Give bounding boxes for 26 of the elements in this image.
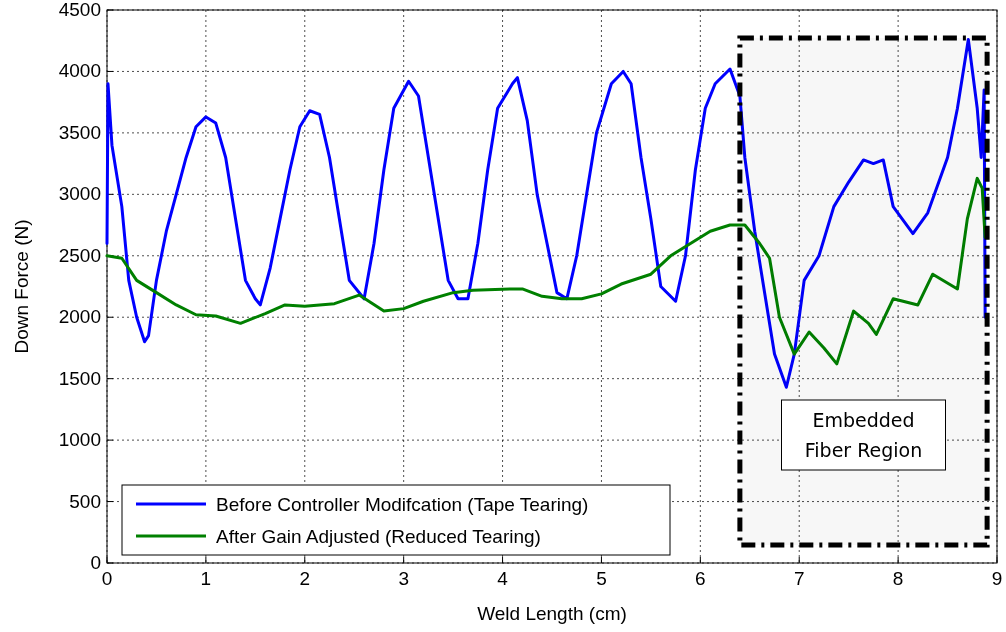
y-tick-label: 0 (90, 552, 101, 573)
y-tick-label: 1500 (58, 367, 101, 389)
y-tick-label: 2500 (58, 244, 101, 266)
x-tick-label: 7 (793, 568, 805, 589)
x-tick-label: 4 (497, 568, 509, 589)
y-axis-title: Down Force (N) (11, 219, 32, 354)
y-tick-label: 4500 (58, 0, 101, 20)
legend-label: After Gain Adjusted (Reduced Tearing) (216, 526, 541, 547)
y-tick-label: 3000 (58, 183, 101, 205)
x-tick-label: 2 (299, 568, 311, 589)
y-tick-label: 500 (69, 490, 101, 512)
x-tick-label: 9 (991, 568, 1003, 589)
x-tick-label: 8 (892, 568, 904, 589)
x-axis-title: Weld Length (cm) (477, 603, 627, 624)
y-tick-label: 1000 (58, 429, 101, 451)
legend-label: Before Controller Modifcation (Tape Tearing) (216, 494, 589, 515)
line-series (105, 176, 987, 366)
x-tick-label: 1 (200, 568, 212, 589)
x-tick-label: 6 (695, 568, 706, 589)
y-tick-label: 2000 (58, 306, 101, 328)
x-tick-label: 5 (596, 568, 607, 589)
x-tick-label: 3 (398, 568, 409, 589)
y-tick-label: 3500 (58, 121, 101, 143)
y-tick-label: 4000 (58, 60, 101, 82)
band-label: Embedded Fiber Region (804, 409, 923, 461)
line-series (105, 37, 987, 389)
